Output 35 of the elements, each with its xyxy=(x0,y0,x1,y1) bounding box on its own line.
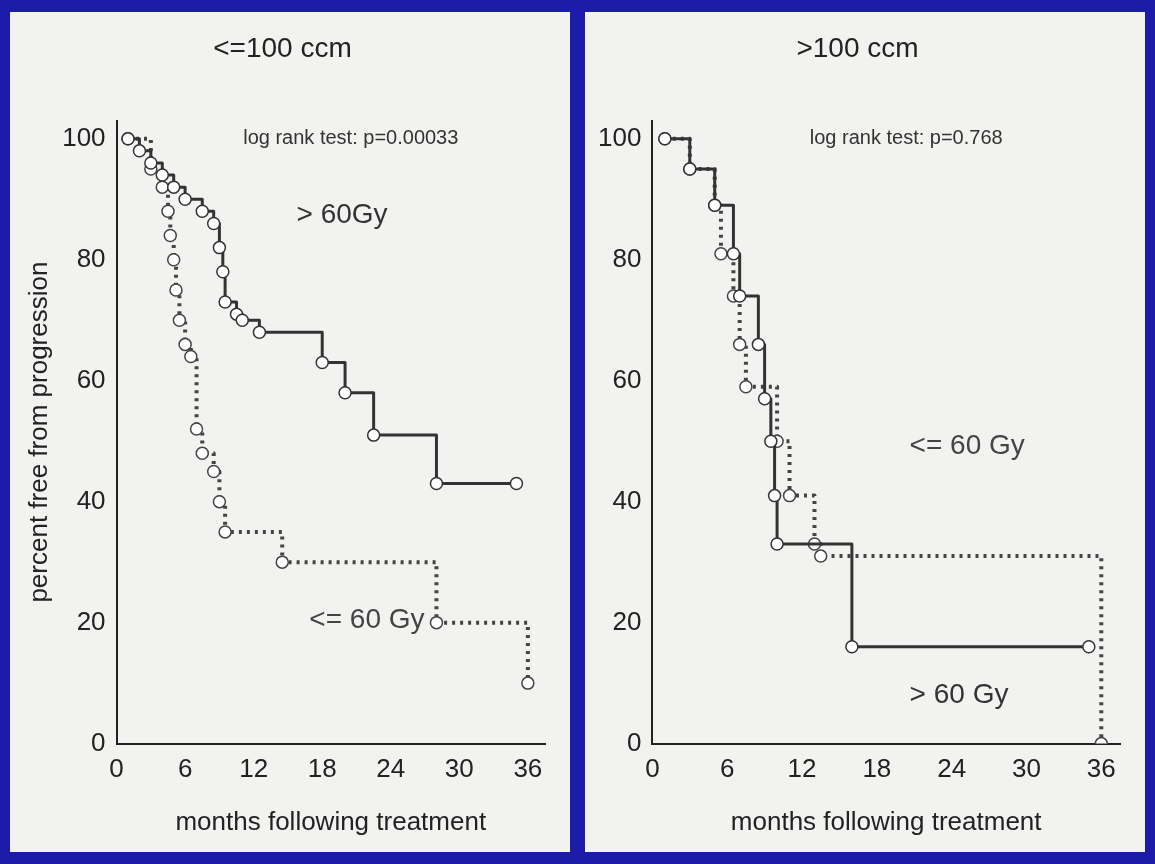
y-tick-label: 80 xyxy=(612,242,642,273)
y-tick-label: 20 xyxy=(76,605,106,636)
series-label: > 60 Gy xyxy=(909,678,1009,710)
x-axis-title: months following treatment xyxy=(730,805,1043,836)
annotation: log rank test: p=0.768 xyxy=(809,126,1003,149)
x-tick-label: 6 xyxy=(177,753,193,784)
y-tick-label: 0 xyxy=(626,726,642,757)
x-tick-label: 30 xyxy=(1012,753,1041,784)
y-tick-label: 60 xyxy=(612,363,642,394)
y-tick-label: 40 xyxy=(76,484,106,515)
x-axis-title: months following treatment xyxy=(175,805,487,836)
text: > 60Gy xyxy=(296,198,388,230)
chart-title: <=100 ccm xyxy=(213,31,352,63)
x-tick-label: 36 xyxy=(513,753,543,784)
x-tick-label: 6 xyxy=(719,753,735,784)
text: <= 60 Gy xyxy=(909,428,1025,460)
x-tick-label: 30 xyxy=(444,753,474,784)
x-tick-label: 24 xyxy=(937,753,967,784)
y-tick-label: 20 xyxy=(612,605,642,636)
x-tick-label: 12 xyxy=(787,753,817,784)
x-tick-label: 18 xyxy=(862,753,892,784)
y-tick-label: 100 xyxy=(597,121,642,152)
series-label: <= 60 Gy xyxy=(309,603,425,635)
y-tick-label: 40 xyxy=(612,484,642,515)
y-axis-title: percent free from progression xyxy=(22,261,53,603)
annotation: log rank test: p=0.00033 xyxy=(243,126,459,149)
x-tick-label: 12 xyxy=(239,753,269,784)
x-tick-label: 24 xyxy=(376,753,406,784)
y-tick-label: 60 xyxy=(76,363,106,394)
y-tick-label: 0 xyxy=(91,726,106,757)
chart-title: >100 ccm xyxy=(796,31,919,63)
y-tick-label: 80 xyxy=(76,242,106,273)
y-tick-label: 100 xyxy=(62,121,106,152)
x-tick-label: 18 xyxy=(307,753,337,784)
x-tick-label: 36 xyxy=(1086,753,1116,784)
